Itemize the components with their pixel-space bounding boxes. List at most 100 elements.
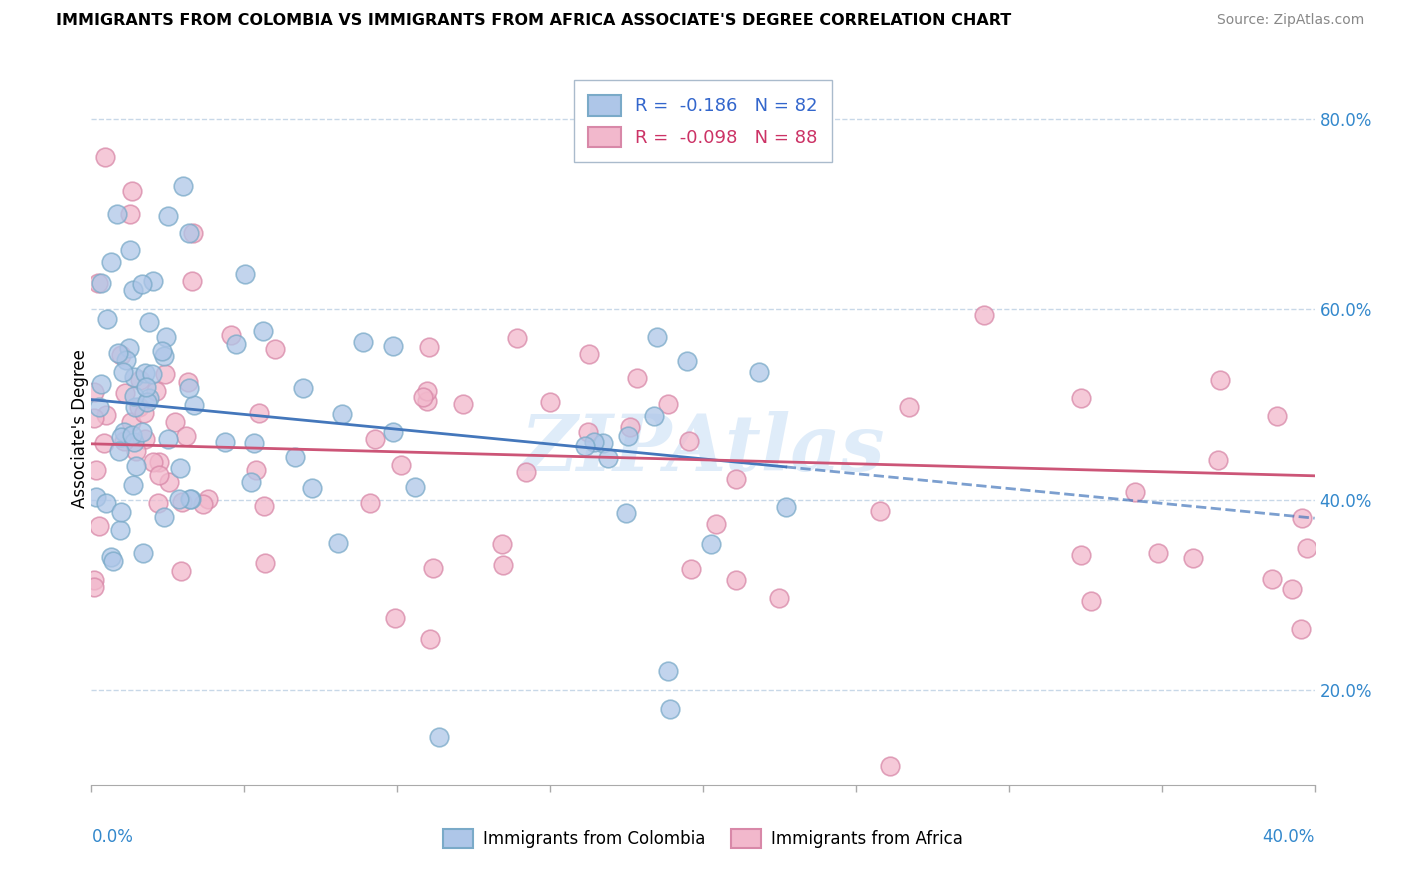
Point [389,458,412,472]
Point [125,444,148,458]
Point [83,410,105,425]
Point [326,535,349,549]
Point [247,406,270,420]
Point [170,564,193,578]
Point [141,367,163,381]
Point [422,561,444,575]
Point [124,400,146,414]
Point [183,226,205,240]
Point [352,334,374,349]
Point [148,468,170,483]
Point [657,397,679,411]
Point [359,496,381,510]
Point [1123,484,1146,499]
Point [122,370,145,384]
Point [108,523,131,537]
Point [973,308,995,322]
Point [1260,572,1282,586]
Point [538,395,561,409]
Point [291,381,314,395]
Point [681,562,703,576]
Point [112,434,135,449]
Point [120,416,142,430]
Point [658,702,681,716]
Point [83,384,105,399]
Point [451,397,474,411]
Point [163,415,186,429]
Point [657,664,679,678]
Point [121,184,143,198]
Point [225,337,247,351]
Point [110,505,132,519]
Point [83,573,105,587]
Point [363,432,385,446]
Point [105,207,128,221]
Point [725,573,748,587]
Point [1080,594,1102,608]
Point [1181,550,1204,565]
Point [122,283,145,297]
Point [214,434,236,449]
Point [93,436,115,450]
Point [416,393,439,408]
Point [142,274,165,288]
Point [617,429,640,443]
Point [94,150,117,164]
Point [156,209,179,223]
Point [110,430,132,444]
Point [138,315,160,329]
Point [239,475,262,489]
Point [626,371,648,385]
Point [167,491,190,506]
Point [83,581,105,595]
Point [491,537,513,551]
Point [1209,373,1232,387]
Y-axis label: Associate's Degree: Associate's Degree [72,349,89,508]
Point [128,400,150,414]
Point [112,425,135,440]
Point [419,632,441,647]
Point [153,350,176,364]
Point [176,376,198,390]
Point [404,480,426,494]
Point [412,390,434,404]
Point [94,409,117,423]
Point [142,455,165,469]
Point [382,339,405,353]
Point [416,384,439,398]
Point [153,367,176,381]
Point [704,517,727,532]
Point [1070,548,1092,562]
Point [145,384,167,398]
Point [148,454,170,468]
Point [176,429,198,443]
Point [183,398,205,412]
Point [1295,541,1317,555]
Legend: Immigrants from Colombia, Immigrants from Africa: Immigrants from Colombia, Immigrants fro… [437,822,969,855]
Point [132,545,155,559]
Point [264,342,287,356]
Point [150,344,173,359]
Point [181,274,204,288]
Point [643,409,665,424]
Point [135,380,157,394]
Point [89,519,111,533]
Point [506,331,529,345]
Point [583,434,606,449]
Point [108,443,131,458]
Point [678,434,700,448]
Point [252,499,274,513]
Point [114,352,136,367]
Point [700,537,723,551]
Point [134,432,156,446]
Point [869,504,891,518]
Point [1147,546,1170,560]
Point [1265,409,1288,424]
Point [96,311,118,326]
Point [197,491,219,506]
Point [592,436,614,450]
Point [121,478,143,492]
Point [107,346,129,360]
Point [155,329,177,343]
Point [84,463,107,477]
